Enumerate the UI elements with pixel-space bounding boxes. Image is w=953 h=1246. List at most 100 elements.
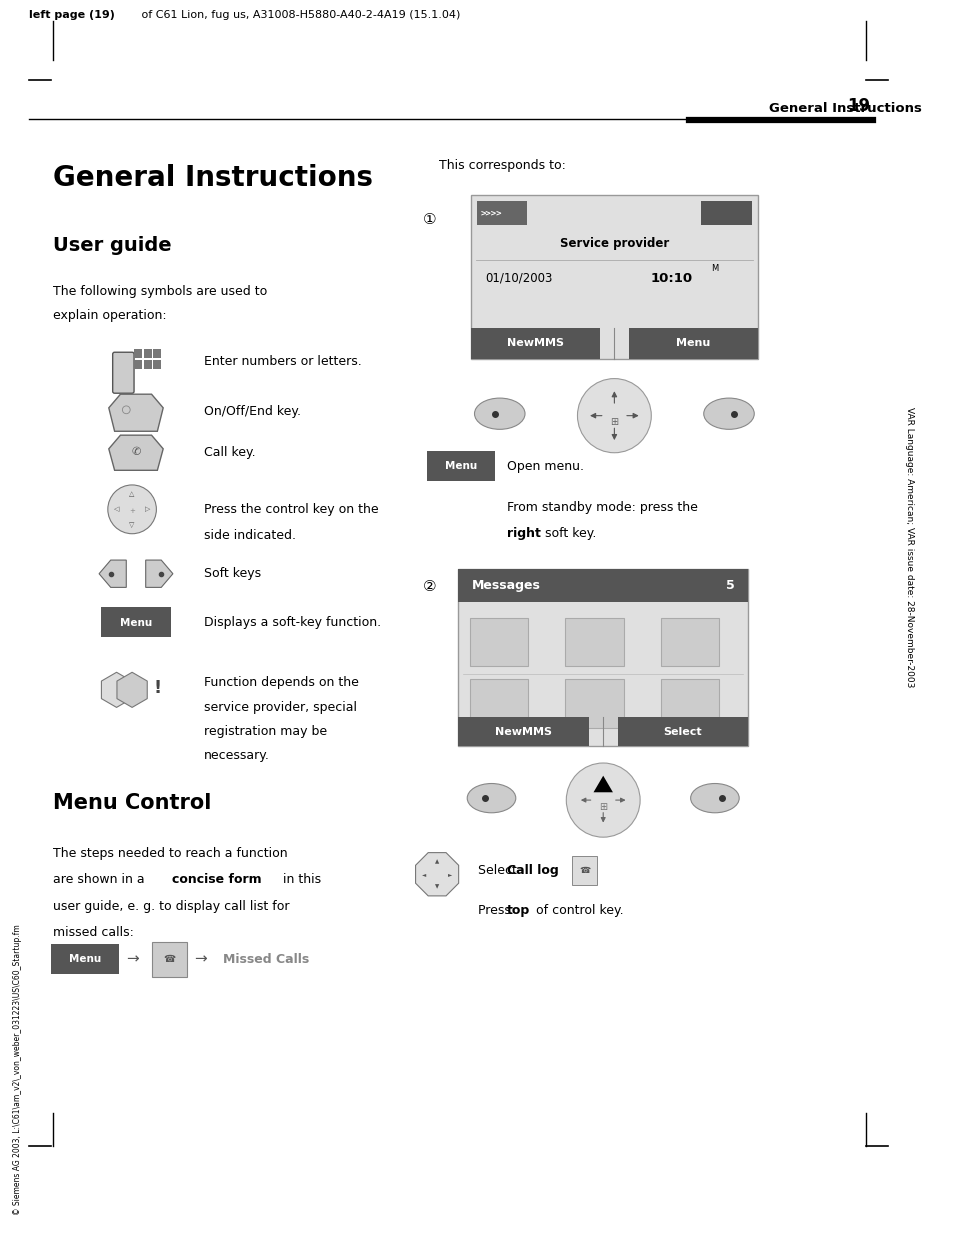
- Text: side indicated.: side indicated.: [204, 528, 295, 542]
- Text: ⊞: ⊞: [610, 416, 618, 426]
- Text: △: △: [130, 491, 134, 497]
- Text: 5: 5: [725, 579, 734, 592]
- Text: This corresponds to:: This corresponds to:: [438, 159, 565, 172]
- Bar: [458, 569, 747, 746]
- Polygon shape: [99, 559, 126, 587]
- FancyBboxPatch shape: [51, 943, 119, 974]
- Text: in this: in this: [278, 873, 320, 886]
- FancyBboxPatch shape: [152, 942, 186, 977]
- Text: Function depends on the: Function depends on the: [204, 677, 358, 689]
- Bar: [470, 618, 528, 667]
- Text: From standby mode: press the: From standby mode: press the: [506, 501, 698, 513]
- Bar: [471, 196, 757, 359]
- Text: Menu Control: Menu Control: [53, 794, 212, 814]
- Ellipse shape: [467, 784, 516, 812]
- Text: Menu: Menu: [676, 339, 710, 349]
- Text: Menu: Menu: [70, 954, 102, 964]
- Text: General Instructions: General Instructions: [53, 164, 373, 192]
- Text: ✆: ✆: [132, 447, 140, 457]
- Text: Menu: Menu: [445, 461, 477, 471]
- Text: ▷: ▷: [145, 506, 151, 512]
- Bar: [144, 360, 152, 369]
- Bar: [470, 679, 528, 728]
- Circle shape: [566, 763, 639, 837]
- Bar: [471, 328, 599, 359]
- Polygon shape: [101, 673, 132, 708]
- Circle shape: [108, 485, 156, 533]
- Text: Select: Select: [662, 726, 701, 736]
- Bar: [659, 679, 718, 728]
- Text: ☎: ☎: [163, 954, 175, 964]
- Bar: [458, 718, 588, 746]
- Ellipse shape: [690, 784, 739, 812]
- Text: 19: 19: [846, 97, 869, 115]
- Bar: [565, 679, 623, 728]
- Bar: [628, 328, 757, 359]
- Bar: [476, 201, 527, 226]
- Bar: [659, 618, 718, 667]
- Text: Select: Select: [477, 863, 520, 877]
- Text: VAR Language: American; VAR issue date: 28-November-2003: VAR Language: American; VAR issue date: …: [903, 407, 913, 688]
- Text: © Siemens AG 2003, L:\C61\am_v2\_von_weber_031223\US\C60_Startup.fm: © Siemens AG 2003, L:\C61\am_v2\_von_web…: [13, 925, 22, 1215]
- Text: of control key.: of control key.: [532, 903, 623, 917]
- Bar: [153, 349, 161, 358]
- Polygon shape: [117, 673, 147, 708]
- Text: NewMMS: NewMMS: [495, 726, 552, 736]
- Text: concise form: concise form: [172, 873, 261, 886]
- Bar: [134, 360, 142, 369]
- Bar: [700, 201, 751, 226]
- Bar: [144, 349, 152, 358]
- Text: +: +: [129, 508, 135, 515]
- Polygon shape: [146, 559, 172, 587]
- Text: ►: ►: [447, 872, 452, 877]
- Text: left page (19): left page (19): [30, 10, 115, 20]
- FancyBboxPatch shape: [112, 353, 134, 394]
- Text: !: !: [153, 679, 161, 697]
- Bar: [617, 718, 747, 746]
- FancyBboxPatch shape: [427, 451, 495, 481]
- Text: →: →: [126, 952, 139, 967]
- Text: ▲: ▲: [435, 858, 438, 863]
- Text: ☎: ☎: [578, 866, 590, 875]
- Text: ▽: ▽: [130, 522, 134, 528]
- FancyBboxPatch shape: [101, 607, 171, 637]
- Text: ⊞: ⊞: [598, 802, 607, 812]
- Text: 10:10: 10:10: [650, 272, 692, 284]
- Bar: [565, 618, 623, 667]
- Text: are shown in a: are shown in a: [53, 873, 149, 886]
- Text: missed calls:: missed calls:: [53, 926, 134, 939]
- Text: Press the control key on the: Press the control key on the: [204, 503, 378, 517]
- Text: →: →: [194, 952, 207, 967]
- Text: soft key.: soft key.: [540, 527, 596, 540]
- Text: user guide, e. g. to display call list for: user guide, e. g. to display call list f…: [53, 900, 290, 912]
- Text: ▼: ▼: [435, 885, 438, 890]
- Polygon shape: [109, 394, 163, 431]
- Polygon shape: [593, 776, 612, 792]
- Text: On/Off/End key.: On/Off/End key.: [204, 405, 300, 419]
- Polygon shape: [109, 435, 163, 470]
- Text: necessary.: necessary.: [204, 749, 270, 763]
- FancyBboxPatch shape: [572, 856, 597, 885]
- Ellipse shape: [703, 397, 754, 430]
- Text: Enter numbers or letters.: Enter numbers or letters.: [204, 355, 361, 368]
- Text: The steps needed to reach a function: The steps needed to reach a function: [53, 847, 288, 860]
- Text: M: M: [710, 264, 718, 273]
- Text: Press: Press: [477, 903, 515, 917]
- Text: The following symbols are used to: The following symbols are used to: [53, 285, 268, 298]
- Text: General Instructions: General Instructions: [768, 102, 922, 115]
- Text: Call log: Call log: [506, 863, 558, 877]
- Text: ◄: ◄: [422, 872, 426, 877]
- Text: 01/10/2003: 01/10/2003: [485, 272, 553, 284]
- Bar: [458, 569, 747, 602]
- Bar: [153, 360, 161, 369]
- Text: Open menu.: Open menu.: [506, 460, 583, 473]
- Polygon shape: [416, 852, 458, 896]
- Text: Call key.: Call key.: [204, 446, 255, 460]
- Text: Missed Calls: Missed Calls: [223, 953, 310, 966]
- Text: User guide: User guide: [53, 237, 172, 255]
- Text: NewMMS: NewMMS: [507, 339, 563, 349]
- Text: service provider, special: service provider, special: [204, 700, 356, 714]
- Text: right: right: [506, 527, 540, 540]
- Text: >>>>: >>>>: [480, 208, 502, 218]
- Text: ②: ②: [422, 579, 436, 594]
